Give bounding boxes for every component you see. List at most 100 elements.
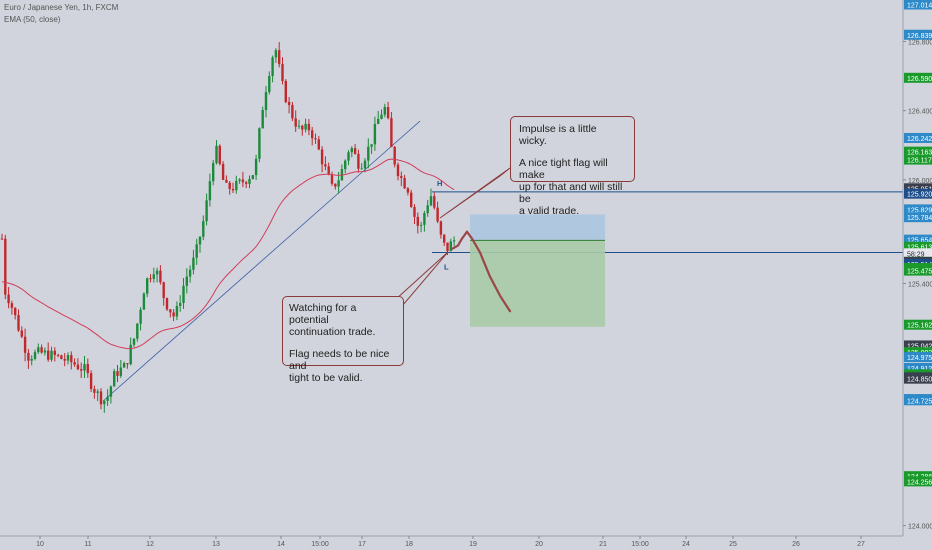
price-tag: 127.014 (904, 0, 932, 10)
candle-body (433, 196, 436, 208)
watching-callout[interactable]: Watching for a potential continuation tr… (282, 296, 404, 384)
price-tag-bg (904, 72, 932, 83)
candle (406, 187, 410, 196)
x-tick-label: 18 (405, 541, 413, 548)
candle (152, 267, 155, 283)
watching-callout-line-2: Flag needs to be nice and tight to be va… (289, 348, 390, 384)
candle (14, 307, 17, 320)
candle (380, 109, 383, 120)
candle (132, 338, 136, 348)
candle-body (363, 160, 367, 169)
candle (344, 159, 347, 174)
candle-body (287, 102, 291, 106)
candle-body (215, 145, 218, 164)
candle-body (251, 175, 254, 179)
candle-body (446, 242, 449, 252)
candle-body (373, 123, 377, 145)
candle (439, 220, 443, 239)
candle (96, 389, 99, 402)
x-tick-label: 13 (212, 541, 220, 548)
candle (284, 79, 287, 104)
price-tag: 126.590 (904, 72, 932, 83)
y-tick-label: 124.000 (908, 524, 932, 531)
candle (228, 181, 231, 195)
candle (443, 234, 446, 247)
candle-body (278, 50, 281, 65)
x-tick-label: 27 (857, 541, 865, 548)
x-tick-label: 10 (36, 541, 44, 548)
candle (390, 111, 393, 148)
candle-body (281, 64, 284, 81)
indicator-legend: EMA (50, close) (4, 15, 61, 24)
price-tag: 125.784 (904, 212, 932, 223)
candle-body (231, 188, 235, 191)
candle-body (119, 367, 122, 376)
candle (53, 347, 56, 362)
impulse-callout-pointer (439, 167, 511, 219)
candle (172, 309, 175, 322)
price-tag-bg (904, 373, 932, 384)
candle (113, 368, 116, 387)
ema-line (1, 158, 455, 350)
candle (304, 118, 307, 133)
candle-body (241, 179, 245, 183)
candle (40, 344, 43, 354)
price-tag-label: 125.613 (907, 245, 932, 252)
candle-body (245, 182, 248, 184)
candle-body (212, 163, 215, 182)
candle (33, 349, 37, 361)
candle-body (377, 118, 380, 124)
candle (142, 292, 146, 310)
price-tag-bg (904, 340, 932, 351)
candle (324, 156, 327, 171)
candle (86, 358, 89, 378)
candle (208, 173, 212, 207)
candle-body (396, 164, 400, 177)
impulse-callout[interactable]: Impulse is a little wicky. A nice tight … (510, 116, 635, 217)
price-tag-label: 125.654 (907, 238, 932, 245)
candle (47, 342, 50, 362)
candle (383, 103, 386, 118)
candle (20, 326, 23, 339)
candle-body (367, 146, 370, 161)
candle-body (17, 315, 20, 331)
candle (136, 323, 139, 342)
candle-body (188, 269, 192, 277)
candle-body (126, 363, 129, 365)
candle (452, 236, 456, 247)
target-zone (470, 214, 605, 241)
candle (353, 143, 357, 155)
x-tick-label: 24 (682, 541, 690, 548)
candle (169, 309, 172, 318)
candle-body (43, 350, 47, 353)
candle-body (284, 80, 287, 103)
candle (231, 182, 235, 193)
candle-body (202, 221, 205, 237)
candle (225, 175, 228, 183)
candle (254, 154, 258, 180)
price-tag: 124.975 (904, 352, 932, 363)
candle-body (258, 128, 261, 159)
candle-body (383, 107, 386, 115)
candle-body (192, 257, 195, 270)
candle (126, 362, 129, 369)
candle (419, 221, 423, 233)
candle-body (162, 282, 165, 299)
candle (146, 277, 149, 298)
price-tag-bg (904, 395, 932, 406)
candle (27, 349, 30, 369)
candle-body (410, 192, 413, 207)
candle (363, 157, 367, 173)
price-tag: 126.242 (904, 132, 932, 143)
candles-layer (0, 41, 456, 413)
candle (347, 150, 350, 166)
candle (357, 149, 360, 173)
candle-body (380, 114, 383, 119)
candle-body (136, 323, 139, 339)
candle-body (116, 371, 119, 376)
candle-body (109, 386, 113, 397)
price-tag: 58:29 (904, 248, 932, 259)
candle (314, 133, 317, 144)
